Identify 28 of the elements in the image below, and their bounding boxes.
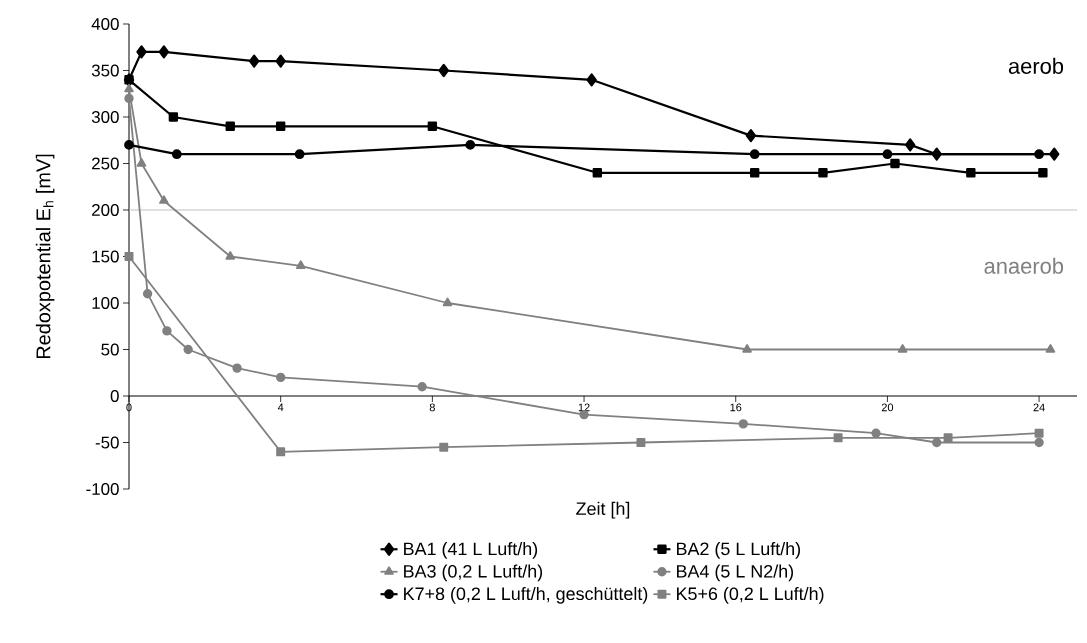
y-tick-label: -100 xyxy=(86,483,119,495)
x-tick-label: 0 xyxy=(126,403,132,412)
y-tick-label: 200 xyxy=(92,204,119,216)
y-tick-label: 400 xyxy=(91,18,119,30)
y-tick-label: 350 xyxy=(91,64,119,77)
legend-label: BA1 (41 L Luft/h) xyxy=(404,542,538,559)
y-tick-label: 300 xyxy=(91,111,119,123)
annotation: anaerob xyxy=(984,257,1064,274)
x-tick-label: 8 xyxy=(429,403,435,412)
y-axis-title: Redoxpotential E$_{h}$ [mV] xyxy=(35,154,55,359)
y-tick-label: 150 xyxy=(92,250,119,263)
annotation: aerob xyxy=(1008,57,1064,74)
y-tick-label: 100 xyxy=(92,297,119,309)
x-tick-label: 24 xyxy=(1033,403,1045,412)
x-tick-label: 16 xyxy=(730,403,742,412)
legend-label: BA3 (0,2 L Luft/h) xyxy=(404,564,543,582)
x-tick-label: 12 xyxy=(578,403,590,412)
legend-label: K7+8 (0,2 L Luft/h, geschüttelt) xyxy=(404,586,648,604)
legend-label: K5+6 (0,2 L Luft/h) xyxy=(677,586,824,604)
y-tick-label: 250 xyxy=(92,157,119,170)
y-tick-label: -50 xyxy=(95,436,119,449)
y-tick-label: 50 xyxy=(101,343,119,356)
y-tick-label: 0 xyxy=(110,390,119,402)
x-tick-label: 20 xyxy=(881,403,894,412)
x-tick-label: 4 xyxy=(277,403,284,412)
x-axis-title: Zeit [h] xyxy=(576,501,630,519)
legend-label: BA4 (5 L N2/h) xyxy=(677,564,794,582)
legend-label: BA2 (5 L Luft/h) xyxy=(677,542,801,559)
